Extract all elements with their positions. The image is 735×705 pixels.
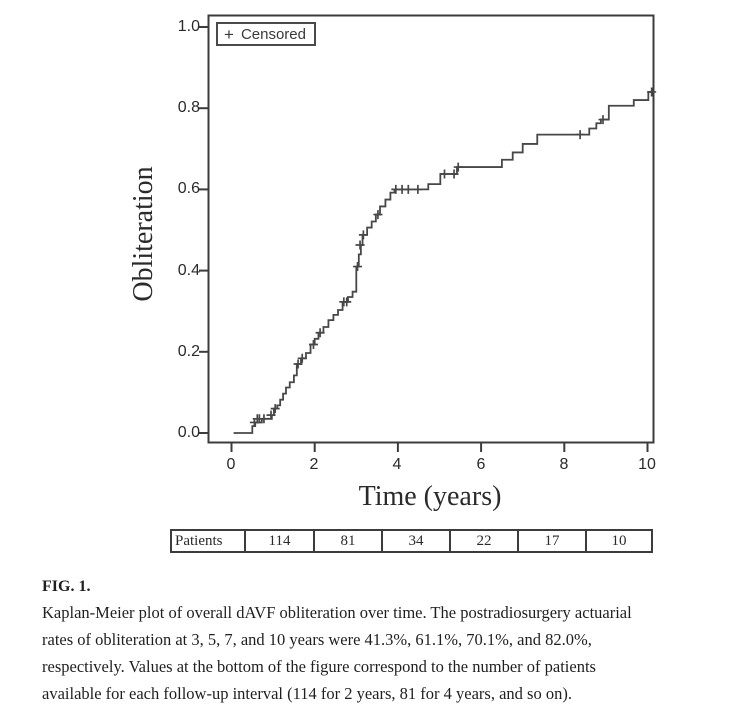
patients-count-10yr: 17 — [517, 531, 585, 551]
censor-plus-icon — [373, 210, 383, 220]
patients-count-last: 10 — [585, 531, 651, 551]
censor-plus-icon — [259, 414, 269, 424]
censor-plus-icon — [358, 230, 368, 240]
patients-row-label: Patients — [175, 532, 223, 549]
caption-line-4: available for each follow-up interval (1… — [42, 684, 572, 703]
caption-line-2: rates of obliteration at 3, 5, 7, and 10… — [42, 630, 592, 649]
x-axis-title: Time (years) — [358, 481, 502, 512]
censor-plus-icon — [353, 262, 363, 272]
censor-plus-icon — [297, 353, 307, 363]
censor-plus-icon — [270, 404, 280, 414]
km-plot-canvas — [199, 14, 657, 452]
censor-plus-icon — [413, 184, 423, 194]
xtick-label-8: 8 — [559, 456, 569, 473]
censored-plus-icon: + — [224, 24, 234, 44]
censor-plus-icon — [266, 410, 276, 420]
ytick-label-0-0: 0.0 — [177, 424, 200, 441]
caption-line-1: Kaplan-Meier plot of overall dAVF oblite… — [42, 603, 632, 622]
xtick-label-10: 10 — [638, 456, 656, 473]
censor-plus-icon — [315, 328, 325, 338]
caption-line-3: respectively. Values at the bottom of th… — [42, 657, 596, 676]
censor-plus-icon — [453, 162, 463, 172]
patients-at-risk-table: Patients 114 81 34 22 17 10 — [170, 529, 653, 553]
censor-plus-icon — [308, 339, 318, 349]
y-axis-title: Obliteration — [128, 166, 159, 302]
censor-plus-icon — [575, 130, 585, 140]
censor-plus-icon — [342, 297, 352, 307]
km-step-curve — [233, 91, 654, 434]
patients-count-4yr: 81 — [313, 531, 381, 551]
figure-caption: FIG. 1. Kaplan-Meier plot of overall dAV… — [42, 575, 710, 705]
censor-plus-icon — [355, 240, 365, 250]
censor-plus-icon — [403, 184, 413, 194]
censor-plus-icon — [647, 87, 657, 97]
xtick-label-4: 4 — [392, 456, 402, 473]
ytick-label-0-4: 0.4 — [177, 262, 200, 279]
legend-censored-label: Censored — [240, 25, 306, 43]
censor-plus-icon — [439, 169, 449, 179]
legend-censored: + Censored — [216, 22, 316, 46]
ytick-label-0-6: 0.6 — [177, 180, 200, 197]
caption-label: FIG. 1. — [42, 578, 91, 595]
ytick-label-0-2: 0.2 — [177, 343, 200, 360]
patients-count-6yr: 34 — [381, 531, 449, 551]
xtick-label-2: 2 — [309, 456, 319, 473]
patients-count-2yr: 114 — [244, 531, 313, 551]
xtick-label-6: 6 — [476, 456, 486, 473]
ytick-label-1-0: 1.0 — [177, 18, 200, 35]
ytick-label-0-8: 0.8 — [177, 99, 200, 116]
xtick-label-0: 0 — [226, 456, 236, 473]
censor-plus-icon — [449, 169, 459, 179]
patients-count-8yr: 22 — [449, 531, 517, 551]
censor-plus-icon — [293, 359, 303, 369]
plot-frame — [207, 14, 655, 444]
censor-plus-icon — [598, 115, 608, 125]
